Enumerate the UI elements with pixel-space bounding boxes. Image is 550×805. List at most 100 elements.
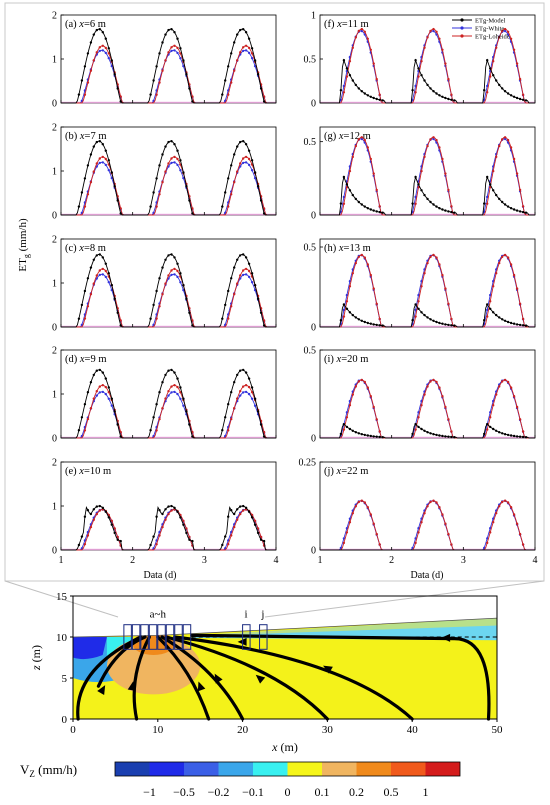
series-model-point xyxy=(250,516,254,519)
y-axis-label: z (m) xyxy=(29,645,43,671)
series-white-point xyxy=(110,404,114,407)
series-loheide-point xyxy=(92,397,96,400)
series-model-point xyxy=(224,79,227,82)
series-loheide-point xyxy=(423,155,426,159)
series-model-point xyxy=(369,208,372,211)
series-model-point xyxy=(447,323,450,327)
series-white-point xyxy=(98,49,102,53)
series-loheide-point xyxy=(426,36,429,39)
x-tick-label: 1 xyxy=(318,555,323,566)
series-loheide-point xyxy=(438,386,441,389)
x-tick-label: 3 xyxy=(202,555,207,566)
series-model-point xyxy=(450,98,453,102)
series-loheide-point xyxy=(158,81,161,84)
series-model-point xyxy=(354,197,357,201)
series-white-point xyxy=(179,57,182,60)
series-model-point xyxy=(357,432,360,435)
series-loheide-point xyxy=(89,525,93,529)
series-model-point xyxy=(89,153,93,156)
series-loheide-point xyxy=(354,261,357,265)
series-white-point xyxy=(176,163,179,167)
panel-label: (j) x=22 m xyxy=(324,466,368,477)
x-tick-label: 3 xyxy=(461,555,466,566)
series-loheide-point xyxy=(167,51,170,54)
series-model-point xyxy=(98,140,102,143)
series-loheide-point xyxy=(247,269,251,273)
series-model-point xyxy=(170,368,173,372)
series-loheide-point xyxy=(170,46,173,49)
series-model-point xyxy=(432,203,435,206)
series-loheide-point xyxy=(512,157,516,161)
series-loheide-point xyxy=(501,255,504,259)
series-white-point xyxy=(173,161,176,164)
series-model-point xyxy=(182,59,185,62)
series-model-point xyxy=(381,211,384,214)
series-loheide-point xyxy=(179,52,182,55)
series-loheide-point xyxy=(262,319,266,322)
series-model-point xyxy=(176,510,179,513)
series-model-point xyxy=(378,324,381,327)
y-tick-label: 2 xyxy=(52,235,57,246)
series-model-point xyxy=(348,74,352,77)
series-white-point xyxy=(173,273,176,276)
series-model-point xyxy=(233,512,236,516)
series-model-point xyxy=(483,202,486,205)
series-loheide-point xyxy=(518,418,522,421)
y-tick-label: 2 xyxy=(52,458,57,469)
series-loheide-point xyxy=(250,391,254,394)
series-loheide-point xyxy=(239,51,242,54)
series-model-point xyxy=(250,272,254,275)
series-model-point xyxy=(447,210,450,213)
series-loheide-point xyxy=(244,44,248,47)
series-model-point xyxy=(104,149,108,152)
series-model-point xyxy=(95,505,99,508)
series-model-point xyxy=(158,52,161,55)
legend-item-etg-white: ETg-White xyxy=(452,26,504,33)
series-model-point xyxy=(360,433,363,436)
colorbar-swatch xyxy=(218,762,253,776)
series-model-point xyxy=(432,433,435,436)
series-model-point xyxy=(256,297,260,300)
series-model-point xyxy=(92,33,96,36)
series-model-point xyxy=(170,140,173,143)
series-loheide-point xyxy=(447,77,450,81)
series-model-point xyxy=(360,203,363,206)
series-loheide-point xyxy=(176,269,179,273)
series-loheide-point xyxy=(375,302,378,305)
y-tick-label: 1 xyxy=(52,55,57,66)
series-white-point xyxy=(342,537,346,540)
series-model-point xyxy=(518,323,522,327)
series-loheide-point xyxy=(360,136,363,139)
panel-h: 0 0.5 (h) x=13 m xyxy=(304,238,536,334)
series-loheide-point xyxy=(236,518,239,521)
panel-frame xyxy=(60,349,277,439)
series-loheide-point xyxy=(423,393,426,396)
series-model-point xyxy=(363,433,366,437)
series-model-point xyxy=(77,205,81,208)
y-tick-label: 0 xyxy=(52,211,57,222)
series-model-point xyxy=(191,539,194,543)
series-loheide-point xyxy=(435,256,438,259)
series-model-point xyxy=(247,37,251,40)
series-model-point xyxy=(80,79,84,82)
series-model-point xyxy=(239,254,242,257)
series-loheide-point xyxy=(348,521,352,524)
series-model-point xyxy=(426,431,429,434)
series-model-point xyxy=(98,368,102,372)
flow-arrow xyxy=(255,674,266,684)
series-model-point xyxy=(77,93,81,96)
series-model-point xyxy=(411,432,414,436)
series-model-point xyxy=(345,183,349,186)
series-model-point xyxy=(423,79,426,82)
series-loheide-point xyxy=(450,317,453,321)
series-model-point xyxy=(501,318,504,321)
flow-arrow xyxy=(97,685,106,695)
legend-item-etg-loheide: ETg-Loheide xyxy=(452,34,510,41)
xlabel-right: Data (d) xyxy=(410,570,443,581)
series-loheide-point xyxy=(518,77,522,81)
series-model-point xyxy=(444,96,447,100)
series-loheide-point xyxy=(429,29,432,33)
series-loheide-point xyxy=(110,519,114,522)
series-model-point xyxy=(372,96,375,100)
series-model-point xyxy=(244,371,248,374)
